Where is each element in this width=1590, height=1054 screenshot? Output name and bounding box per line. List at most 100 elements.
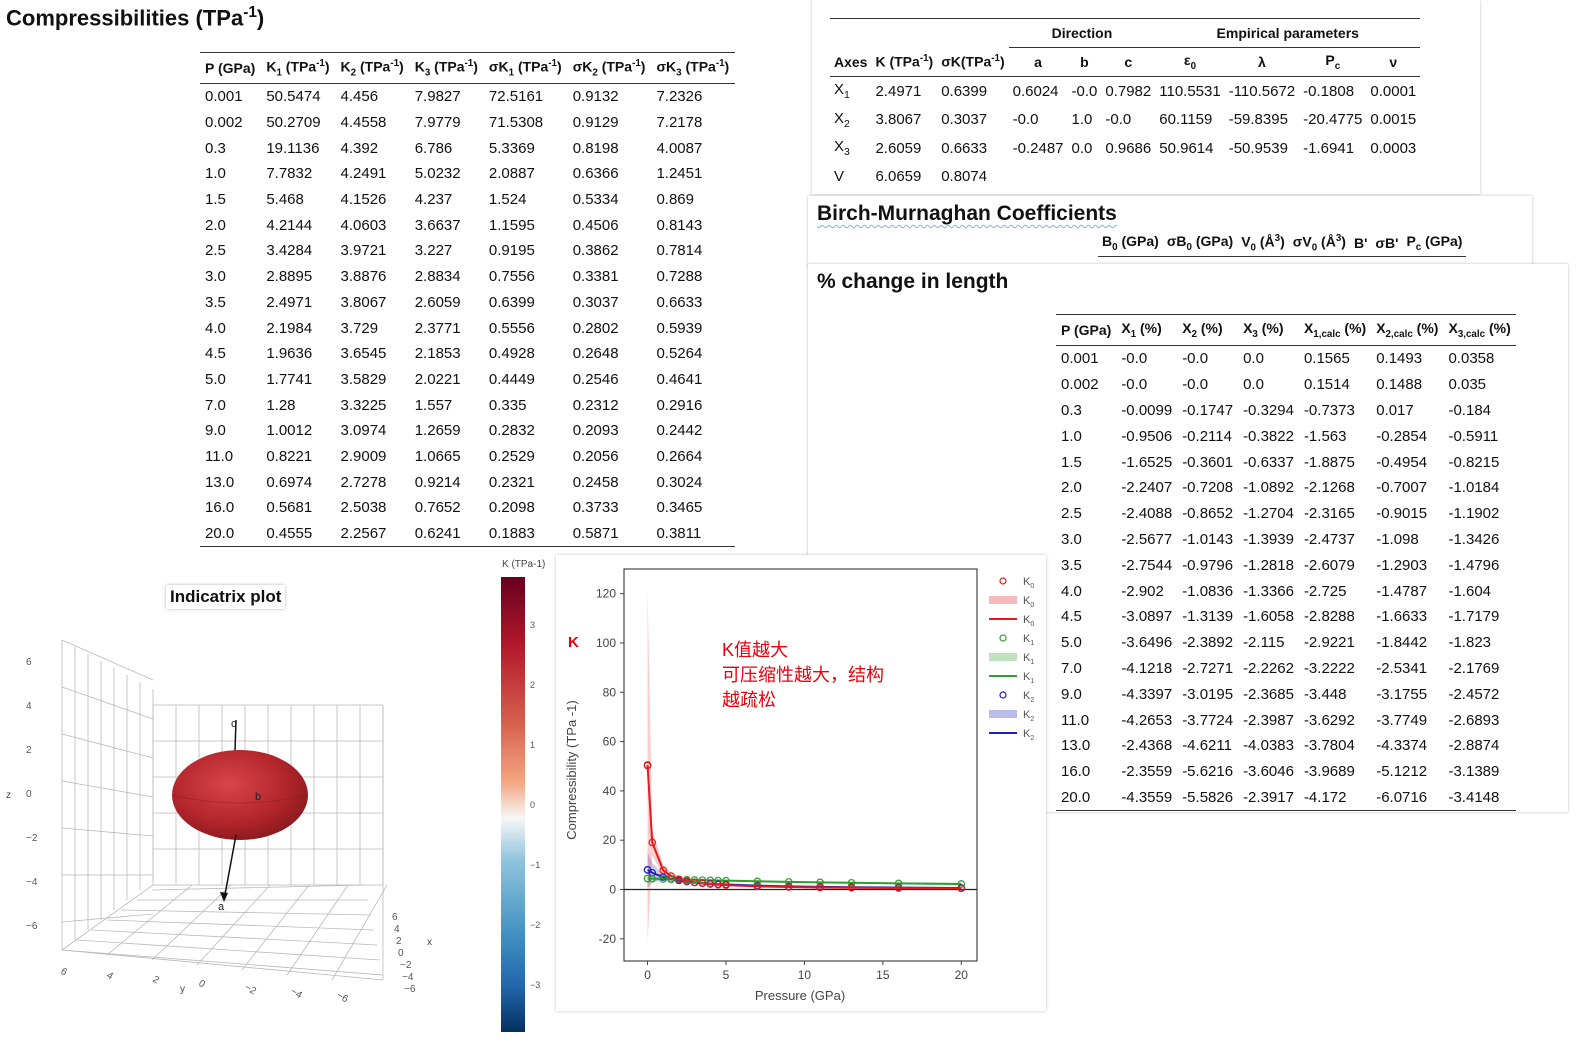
change-cell: 7.0 [1061, 659, 1082, 677]
plot-area [623, 568, 978, 962]
change-cell: 0.3 [1061, 401, 1082, 419]
compressibilities-cell: 4.0087 [656, 139, 703, 157]
change-cell: -2.4737 [1303, 530, 1355, 548]
compressibilities-cell: 5.468 [266, 191, 304, 209]
change-cell: -1.098 [1376, 530, 1419, 548]
legend-item[interactable]: K2 [999, 690, 1034, 704]
compressibilities-cell: 1.0665 [414, 447, 461, 465]
change-row: 5.0 -3.6496 -2.3892 -2.115 -2.9221 -1.8442 -1.… [1056, 630, 1516, 656]
change-cell: -1.1902 [1448, 505, 1500, 523]
x-tick: −4 [402, 972, 414, 983]
compressibilities-header-k2-tpa-1: σK2 (TPa-1) [567, 52, 652, 84]
compressibilities-cell: 4.392 [340, 139, 379, 157]
compressibilities-cell: 3.729 [340, 319, 379, 337]
compressibilities-cell: 1.2659 [414, 422, 461, 440]
marker-k1 [784, 878, 793, 886]
change-cell: -1.563 [1303, 427, 1347, 445]
compressibilities-title: Compressibilities (TPa-1) [6, 4, 265, 31]
compressibilities-header-k1-tpa-1: K1 (TPa-1) [261, 52, 336, 84]
y-tick-label: 0 [609, 883, 616, 897]
change-row: 9.0 -4.3397 -3.0195 -2.3685 -3.448 -3.1755 -2.… [1056, 681, 1516, 707]
lattice-cell: 0.3037 [941, 111, 988, 129]
compressibilities-cell: 2.7278 [340, 473, 387, 491]
compressibilities-cell: 0.2458 [572, 473, 619, 491]
compressibilities-cell: 0.2546 [572, 370, 619, 388]
change-cell: -1.3426 [1448, 530, 1500, 548]
compressibilities-cell: 0.2664 [656, 447, 703, 465]
legend-item[interactable]: K0 [989, 595, 1034, 609]
birch-header-b: σB' [1371, 230, 1403, 258]
legend[interactable]: K0 K0 K0 K1 K1 K1 K2 K2 K2 [989, 576, 1034, 742]
compressibilities-cell: 0.8221 [266, 447, 313, 465]
compressibilities-row: 20.0 0.4555 2.2567 0.6241 0.1883 0.5871 0.3811 [200, 520, 736, 548]
lattice-table: Direction Empirical parameters Axes K (TP… [830, 18, 1421, 192]
change-cell: -2.902 [1121, 582, 1164, 600]
compressibilities-cell: 4.4558 [340, 114, 387, 132]
legend-item[interactable]: K0 [999, 576, 1034, 590]
change-cell: -0.3294 [1243, 401, 1294, 419]
lattice-cell: -59.8395 [1228, 111, 1288, 129]
change-cell: 0.002 [1061, 376, 1099, 394]
compressibilities-cell: 7.2326 [656, 88, 703, 106]
lattice-cell: 0.9686 [1105, 139, 1152, 157]
legend-item[interactable]: K2 [989, 709, 1034, 723]
lattice-cell: 0.6024 [1012, 82, 1059, 100]
compressibility-chart[interactable]: 0 5 10 15 20 -20 0 20 40 60 80 100 120 Compressibili… [556, 555, 1046, 1011]
lattice-cell [1068, 163, 1102, 192]
compressibilities-cell: 3.3225 [340, 396, 387, 414]
compressibilities-cell: 3.5 [205, 293, 226, 311]
lattice-row: X2 3.8067 0.3037 -0.0 1.0 -0.0 60.1159 -59.8395… [830, 106, 1420, 135]
c-axis-arrow [234, 719, 237, 752]
legend-item[interactable]: K1 [989, 652, 1034, 666]
legend-item[interactable]: K1 [999, 633, 1034, 647]
change-cell: -2.5341 [1376, 659, 1428, 677]
change-cell: -3.0897 [1121, 608, 1173, 626]
change-cell: 16.0 [1061, 763, 1091, 781]
compressibilities-cell: 0.002 [205, 114, 243, 132]
marker-k1 [847, 878, 856, 887]
lattice-cell: -0.0 [1012, 111, 1039, 129]
y-tick: −2 [243, 982, 259, 997]
compressibilities-cell: 4.2144 [266, 216, 313, 234]
lattice-cell: 0.8074 [941, 168, 988, 186]
z-tick: −2 [26, 833, 38, 844]
compressibilities-header-p-gpa: P (GPa) [200, 52, 262, 84]
compressibilities-cell: 50.5474 [266, 88, 321, 106]
change-cell: -1.0143 [1182, 530, 1234, 548]
empirical-parameters-header: Empirical parameters [1155, 18, 1421, 48]
compressibilities-cell: 0.6974 [266, 473, 313, 491]
change-cell: 0.0358 [1448, 350, 1495, 368]
marker-k0 [753, 882, 762, 891]
lattice-cell: -110.5672 [1228, 82, 1296, 100]
legend-item[interactable]: K1 [989, 671, 1034, 685]
change-row: 13.0 -2.4368 -4.6211 -4.0383 -3.7804 -4.3374 -… [1056, 733, 1516, 759]
compressibilities-cell: 4.1526 [340, 191, 387, 209]
change-row: 1.0 -0.9506 -0.2114 -0.3822 -1.563 -0.2854 -0.… [1056, 423, 1516, 449]
change-cell: 0.1488 [1376, 376, 1423, 394]
lattice-cell: 60.1159 [1159, 111, 1213, 129]
legend-item[interactable]: K2 [989, 728, 1034, 742]
colorbar-tick: 0 [530, 800, 535, 810]
change-cell: -2.2262 [1243, 659, 1294, 677]
compressibilities-cell: 7.9827 [414, 88, 461, 106]
compressibilities-cell: 11.0 [205, 447, 234, 465]
change-row: 0.001 -0.0 -0.0 0.0 0.1565 0.1493 0.0358 [1056, 346, 1516, 372]
compressibilities-cell: 4.5 [205, 345, 226, 363]
lattice-cell [1299, 163, 1366, 192]
compressibilities-cell: 0.3024 [656, 473, 703, 491]
lattice-cell [1101, 163, 1155, 192]
compressibilities-row: 11.0 0.8221 2.9009 1.0665 0.2529 0.2056 0.2664 [200, 444, 735, 470]
legend-item[interactable]: K0 [989, 614, 1034, 628]
lattice-cell: 0.0001 [1370, 82, 1417, 100]
change-cell: -2.6079 [1303, 556, 1355, 574]
z-tick: −4 [26, 877, 38, 888]
change-cell: -0.5911 [1448, 427, 1499, 445]
change-row: 16.0 -2.3559 -5.6216 -3.6046 -3.9689 -5.1212 -… [1056, 759, 1516, 785]
compressibilities-cell: 2.9009 [340, 447, 387, 465]
lattice-header-pc: Pc [1299, 47, 1367, 77]
change-cell: -1.6525 [1121, 453, 1173, 471]
x-tick: −2 [400, 960, 412, 971]
y-axis-title: Compressibility (TPa -1) [564, 700, 579, 839]
change-cell: -2.1268 [1303, 479, 1355, 497]
